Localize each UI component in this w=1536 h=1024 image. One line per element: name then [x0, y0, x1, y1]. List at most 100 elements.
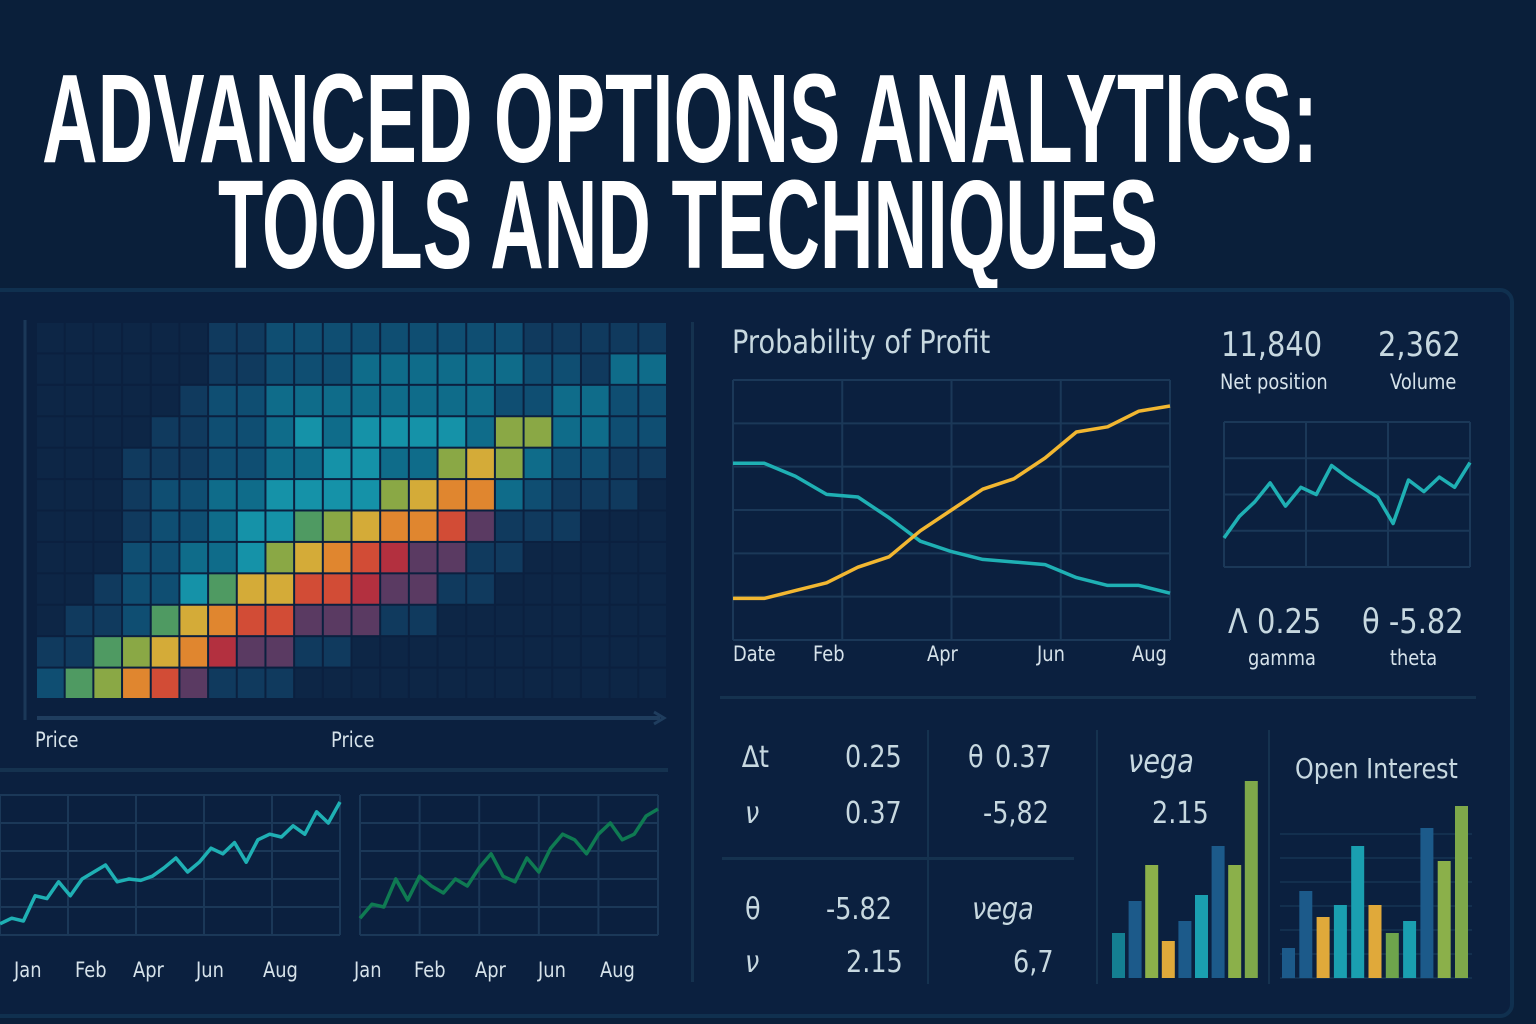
heatmap-cell [94, 480, 122, 510]
heatmap-cell [266, 668, 294, 698]
heatmap-cell [237, 542, 265, 573]
open-interest-bar-chart [1280, 806, 1472, 979]
vega-value-2: 6,7 [1013, 945, 1054, 980]
heatmap-cell [610, 637, 638, 667]
heatmap-cell [94, 323, 122, 353]
heatmap-cell [409, 417, 437, 447]
heatmap-cell [295, 668, 322, 698]
theta-label: theta [1390, 646, 1438, 670]
volume-value: 2,362 [1378, 325, 1461, 365]
heatmap-cell [467, 385, 494, 416]
heatmap-cell [352, 637, 380, 667]
divider [691, 322, 694, 982]
heatmap-cell [37, 323, 64, 353]
gamma-value: 0.25 [1256, 602, 1322, 642]
heatmap-cell [180, 417, 208, 447]
heatmap-cell [610, 574, 638, 604]
heatmap-cell [295, 417, 322, 447]
heatmap-cell [610, 417, 638, 447]
heatmap-cell [237, 480, 265, 510]
heatmap-cell [581, 480, 609, 510]
heatmap-cell [151, 637, 179, 667]
heatmap-cell [180, 637, 208, 667]
heatmap-cell [65, 605, 93, 636]
heatmap-cell [438, 574, 466, 604]
heatmap-cell [381, 323, 408, 353]
heatmap-cell [295, 511, 322, 541]
heatmap-cell [553, 448, 580, 479]
heatmap-cell [65, 417, 93, 447]
open-interest-title: Open Interest [1295, 752, 1458, 785]
theta-symbol-2: θ [745, 892, 761, 927]
heatmap-cell [295, 605, 322, 636]
gamma-label: gamma [1248, 646, 1316, 670]
heatmap-cell [209, 385, 236, 416]
page-title-line-2: TOOLS AND TECHNIQUES [218, 154, 1158, 295]
divider [720, 696, 1476, 699]
heatmap-cell [180, 542, 208, 573]
heatmap-cell [266, 385, 294, 416]
heatmap-cell [37, 511, 64, 541]
trend1-line-series-0 [0, 801, 342, 926]
heatmap-cell [37, 605, 64, 636]
heatmap-cell [323, 480, 351, 510]
heatmap-cell [237, 637, 265, 667]
probability-line-series-1 [733, 404, 1171, 601]
heatmap-cell [65, 668, 93, 698]
heatmap-cell [266, 323, 294, 353]
bar [1178, 921, 1192, 978]
heatmap-cell [237, 417, 265, 447]
bar [1455, 806, 1468, 978]
heatmap-cell [323, 605, 351, 636]
heatmap-cell [495, 574, 523, 604]
heatmap-cell [323, 542, 351, 573]
heatmap-cell [266, 417, 294, 447]
heatmap-cell [209, 417, 236, 447]
heatmap-cell [495, 417, 523, 447]
heatmap-cell [467, 605, 494, 636]
bar [1385, 933, 1399, 978]
probability-line-series-0 [733, 461, 1171, 595]
heatmap-cell [495, 448, 523, 479]
heatmap-cell [209, 448, 236, 479]
heatmap-cell [352, 574, 380, 604]
bar [1368, 905, 1382, 978]
heatmap-cell [295, 574, 322, 604]
trend-chart-1 [0, 794, 342, 936]
heatmap-cell [438, 542, 466, 573]
heatmap-cell [123, 385, 150, 416]
probability-chart-title: Probability of Profit [732, 323, 991, 361]
heatmap-cell [37, 542, 64, 573]
heatmap-cell [180, 480, 208, 510]
heatmap-cell [94, 385, 122, 416]
heatmap-cell [610, 480, 638, 510]
heatmap-cell [94, 417, 122, 447]
heatmap-cell [467, 574, 494, 604]
heatmap-cell [553, 385, 580, 416]
bar [1316, 917, 1330, 978]
heatmap-cell [639, 542, 666, 573]
heatmap-cell [409, 668, 437, 698]
heatmap-cell [524, 511, 552, 541]
heatmap-cell [151, 448, 179, 479]
heatmap-cell [65, 511, 93, 541]
heatmap-cell [323, 323, 351, 353]
heatmap-cell [266, 511, 294, 541]
heatmap-cell [151, 354, 179, 384]
bar [1195, 895, 1208, 978]
heatmap-cell [467, 323, 494, 353]
x-tick-label: Jun [1037, 642, 1065, 666]
x-tick-label: Feb [75, 958, 107, 982]
heatmap-cell [495, 354, 523, 384]
heatmap-cell [94, 542, 122, 573]
heatmap-cell [123, 637, 150, 667]
heatmap-cell [467, 480, 494, 510]
x-tick-label: Apr [927, 642, 958, 666]
heatmap-cell [151, 574, 179, 604]
heatmap-cell [295, 637, 322, 667]
heatmap-cell [123, 542, 150, 573]
divider [0, 768, 668, 772]
heatmap-chart [23, 320, 667, 726]
heatmap-cell [352, 605, 380, 636]
heatmap-cell [295, 323, 322, 353]
